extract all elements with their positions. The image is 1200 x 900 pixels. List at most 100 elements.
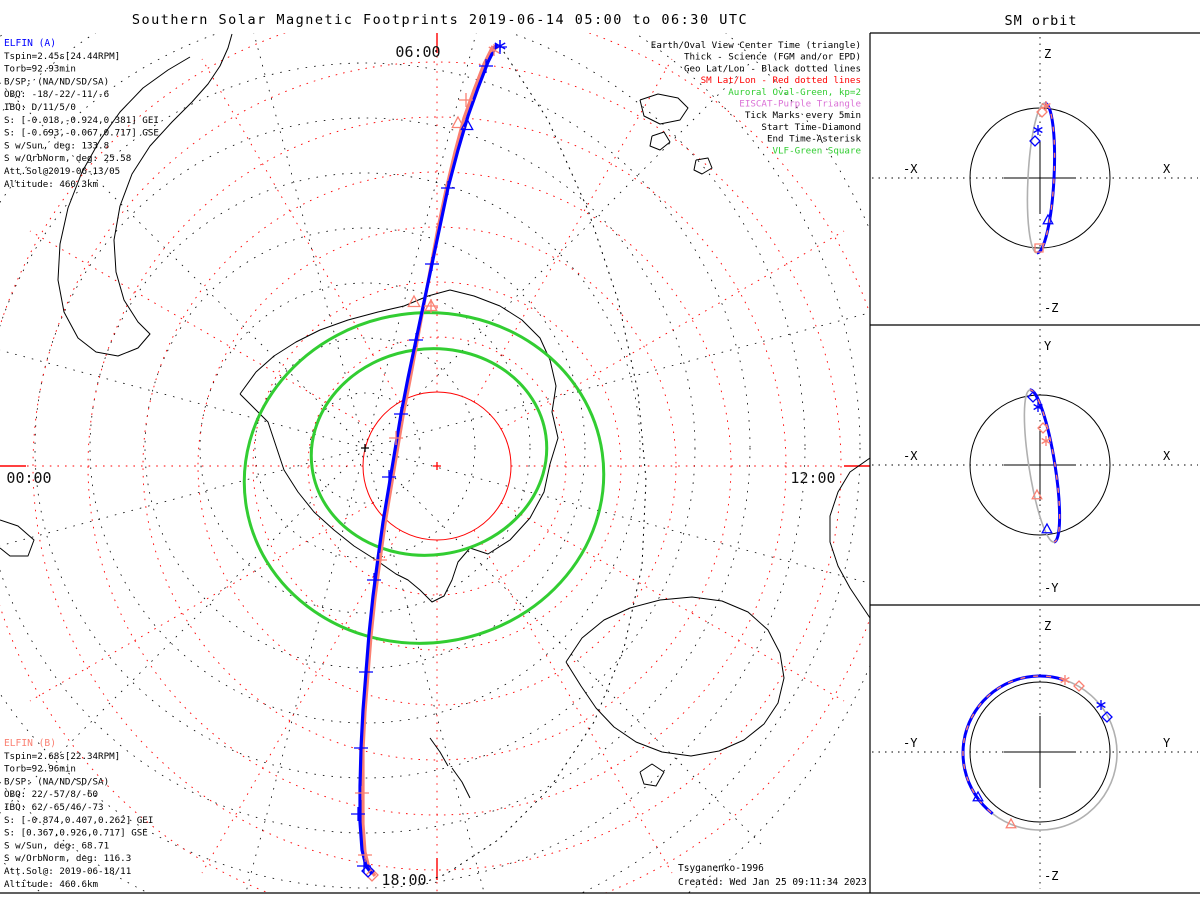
center-cross [1004, 429, 1076, 501]
coastline [639, 763, 665, 787]
coastline [0, 519, 35, 557]
axis-label-right: Y [1163, 736, 1171, 750]
plus-marker [479, 59, 493, 73]
plus-marker [389, 431, 403, 445]
map-graticule-layer [0, 33, 870, 893]
triangle-marker [1031, 488, 1043, 500]
legend-line: End Time-Asterisk [767, 134, 862, 145]
legend-line: EISCAT-Purple Triangle [739, 99, 861, 110]
elfin-b-info-block: ELFIN (B) Tspin=2.68s[22.34RPM] Torb=92.96… [4, 738, 153, 890]
asterisk-marker [1033, 125, 1043, 135]
coastline [639, 93, 689, 125]
plus-marker [354, 741, 368, 755]
plus-marker [359, 665, 373, 679]
coastline [693, 157, 713, 175]
mlt-label: 18:00 [381, 871, 426, 889]
plus-marker [358, 848, 372, 862]
auroral-oval [309, 347, 549, 557]
legend-line: VLF-Green Square [772, 145, 861, 156]
orbit-arc-salmon-dashed [1029, 389, 1061, 543]
diamond-marker [1027, 391, 1039, 403]
sm-orbit-panel: Z -Z -X X [872, 37, 1198, 321]
plus-marker [367, 573, 381, 587]
diamond-marker [1029, 135, 1041, 147]
triangle-marker [407, 294, 421, 308]
axis-label-bottom: -Z [1044, 869, 1058, 883]
coastline [565, 596, 785, 757]
info-line: Altitude: 460.6km [4, 879, 99, 890]
plus-marker [425, 257, 439, 271]
asterisk-marker [1041, 436, 1051, 446]
info-header: ELFIN (A) [4, 38, 56, 49]
info-line: S w/Sun, deg: 68.71 [4, 840, 109, 851]
legend-line: Start Time-Diamond [761, 122, 861, 133]
info-line: IBQ: D/11/5/0 [4, 102, 76, 113]
triangle-marker [1042, 213, 1054, 225]
mlt-label: 12:00 [790, 469, 835, 487]
plus-marker [373, 553, 387, 567]
diamond-marker [365, 868, 379, 882]
info-header: ELFIN (B) [4, 738, 56, 749]
triangle-marker [424, 298, 438, 312]
info-line: OBQ: 22/-57/8/-60 [4, 789, 98, 800]
info-line: S w/Sun, deg: 133.8 [4, 140, 109, 151]
orbit-arc-gray [992, 679, 1118, 831]
plus-marker [351, 807, 365, 821]
asterisk-marker [1096, 700, 1106, 710]
plus-marker [361, 444, 369, 452]
asterisk-marker [494, 40, 506, 52]
legend: Earth/Oval View Center Time (triangle)Th… [651, 40, 862, 156]
coastline [829, 457, 870, 619]
info-line: S w/OrbNorm, deg: 116.3 [4, 853, 131, 864]
graticule [0, 33, 870, 893]
plus-marker [355, 786, 369, 800]
axis-label-top: Z [1044, 47, 1051, 61]
info-line: B/SP: (NA/ND/SD/SA) [4, 776, 109, 787]
coastline [649, 131, 671, 151]
diamond-marker [1037, 422, 1049, 434]
info-line: Altitude: 460.3km [4, 179, 99, 190]
created-timestamp: Created: Wed Jan 25 09:11:34 2023 [678, 877, 867, 888]
sm-orbit-title: SM orbit [1004, 13, 1077, 29]
coastline [239, 289, 559, 603]
plus-marker [433, 462, 441, 470]
triangle-marker [1005, 817, 1017, 829]
info-line: Att.Sol@: 2019-06-18/11 [4, 866, 131, 877]
legend-line: Auroral Oval-Green, kp=2 [728, 87, 861, 98]
plus-marker [394, 407, 408, 421]
asterisk-marker [1060, 675, 1070, 685]
info-line: Torb=92.96min [4, 764, 76, 775]
center-cross [1004, 716, 1076, 788]
mlt-label: 06:00 [395, 43, 440, 61]
panel-separators [0, 32, 1200, 894]
info-line: IBQ: 62/-65/46/-73 [4, 802, 104, 813]
diamond-marker [1101, 711, 1113, 723]
elfin-a-footprint-track [358, 43, 499, 875]
axis-label-top: Y [1044, 339, 1052, 353]
axis-label-left: -X [903, 162, 918, 176]
info-line: OBQ: -18/-22/-11/-6 [4, 89, 109, 100]
sm-inner-circle [362, 391, 512, 541]
triangle-marker [1041, 522, 1053, 534]
diamond-marker [1073, 680, 1085, 692]
legend-line: Geo Lat/Lon - Black dotted lines [684, 63, 861, 74]
plus-marker [441, 181, 455, 195]
elfin-a-info-block: ELFIN (A) Tspin=2.45s[24.44RPM] Torb=92.93… [4, 38, 159, 190]
auroral-oval [242, 311, 606, 645]
graticule [0, 33, 870, 893]
center-cross [1004, 142, 1076, 214]
earth-circle [969, 681, 1111, 823]
sm-orbit-panel: Z -Z -Y Y [872, 609, 1198, 889]
axis-label-bottom: -Y [1044, 581, 1059, 595]
diamond-marker [361, 864, 375, 878]
axis-label-top: Z [1044, 619, 1051, 633]
elfin-b-footprint-track [361, 45, 495, 877]
plus-marker [459, 93, 473, 107]
axis-label-left: -Y [903, 736, 918, 750]
footprint-track-layer [351, 40, 647, 885]
plus-marker [409, 333, 423, 347]
info-line: Tspin=2.45s[24.44RPM] [4, 51, 120, 62]
info-line: Att.Sol@2019-06-13/05 [4, 166, 120, 177]
info-line: Tspin=2.68s[22.34RPM] [4, 751, 120, 762]
